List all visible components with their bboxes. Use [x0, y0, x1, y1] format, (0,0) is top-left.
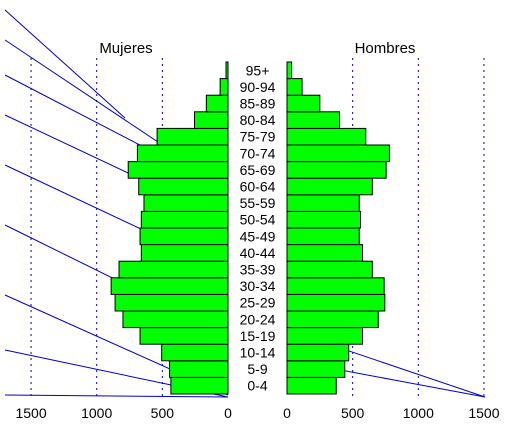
age-label-40-44: 40-44 [240, 245, 276, 261]
bar-mujeres-65-69 [127, 161, 229, 179]
bar-mujeres-15-19 [139, 327, 229, 345]
bar-mujeres-75-79 [156, 127, 229, 146]
legend-mujeres: Mujeres [99, 40, 152, 57]
age-label-80-84: 80-84 [240, 112, 276, 128]
age-label-75-79: 75-79 [240, 129, 276, 145]
bar-mujeres-90-94 [219, 78, 229, 96]
bar-mujeres-70-74 [136, 144, 229, 163]
legend-hombres: Hombres [355, 40, 416, 57]
age-label-0-4: 0-4 [247, 378, 267, 394]
age-label-60-64: 60-64 [240, 179, 276, 195]
bar-hombres-65-69 [286, 161, 387, 179]
age-label-15-19: 15-19 [240, 328, 276, 344]
bar-hombres-55-59 [286, 194, 360, 212]
bar-mujeres-50-54 [140, 210, 229, 229]
bar-hombres-5-9 [286, 360, 346, 378]
bar-hombres-60-64 [286, 177, 373, 196]
tick-label-0: 1500 [15, 405, 46, 421]
bar-hombres-10-14 [286, 343, 350, 362]
bar-mujeres-35-39 [118, 260, 229, 279]
age-label-45-49: 45-49 [240, 228, 276, 244]
tick-label-6: 1000 [403, 405, 434, 421]
tick-label-2: 500 [151, 405, 175, 421]
decorative-line-0 [4, 9, 126, 119]
age-label-85-89: 85-89 [240, 96, 276, 112]
bar-mujeres-45-49 [139, 227, 229, 246]
bar-hombres-30-34 [286, 277, 385, 295]
bar-hombres-20-24 [286, 310, 379, 329]
bar-mujeres-25-29 [114, 293, 229, 312]
bar-hombres-40-44 [286, 244, 363, 262]
bar-hombres-15-19 [286, 327, 363, 345]
age-label-95+: 95+ [246, 62, 270, 78]
hombres-bars [286, 61, 390, 395]
mujeres-bars [110, 61, 229, 395]
tick-label-3: 0 [224, 405, 232, 421]
age-label-30-34: 30-34 [240, 278, 276, 294]
bar-mujeres-80-84 [194, 111, 229, 129]
bar-mujeres-55-59 [143, 194, 229, 212]
bar-mujeres-40-44 [140, 244, 229, 262]
bar-mujeres-85-89 [205, 94, 229, 113]
bar-mujeres-30-34 [110, 277, 229, 295]
bar-hombres-45-49 [286, 227, 360, 246]
age-label-25-29: 25-29 [240, 295, 276, 311]
decorative-line-1 [4, 39, 183, 159]
tick-label-7: 1500 [468, 405, 499, 421]
bar-mujeres-10-14 [161, 343, 229, 362]
bar-mujeres-20-24 [122, 310, 229, 329]
tick-label-1: 1000 [81, 405, 112, 421]
bar-hombres-85-89 [286, 94, 321, 113]
age-label-90-94: 90-94 [240, 79, 276, 95]
bar-mujeres-60-64 [138, 177, 229, 196]
bar-hombres-90-94 [286, 78, 303, 96]
bar-hombres-25-29 [286, 293, 386, 312]
bar-hombres-95+ [286, 61, 293, 80]
x-axis-tick-labels: 1500 1000 500 0 0 500 1000 1500 [15, 405, 499, 421]
bar-mujeres-0-4 [170, 376, 229, 395]
age-label-70-74: 70-74 [240, 145, 276, 161]
age-label-50-54: 50-54 [240, 212, 276, 228]
bar-hombres-75-79 [286, 127, 367, 146]
bar-hombres-50-54 [286, 210, 362, 229]
age-label-5-9: 5-9 [247, 361, 267, 377]
bar-hombres-80-84 [286, 111, 341, 129]
bar-hombres-70-74 [286, 144, 390, 163]
age-group-labels: 0-45-910-1415-1920-2425-2930-3435-3940-4… [240, 62, 276, 393]
age-label-35-39: 35-39 [240, 262, 276, 278]
age-label-20-24: 20-24 [240, 311, 276, 327]
bar-mujeres-5-9 [169, 360, 229, 378]
tick-label-4: 0 [283, 405, 291, 421]
age-label-10-14: 10-14 [240, 345, 276, 361]
age-label-65-69: 65-69 [240, 162, 276, 178]
bar-hombres-35-39 [286, 260, 373, 279]
decorative-line-8 [4, 394, 229, 398]
tick-label-5: 500 [341, 405, 365, 421]
age-label-55-59: 55-59 [240, 195, 276, 211]
bar-mujeres-95+ [225, 61, 229, 80]
bar-hombres-0-4 [286, 376, 337, 395]
